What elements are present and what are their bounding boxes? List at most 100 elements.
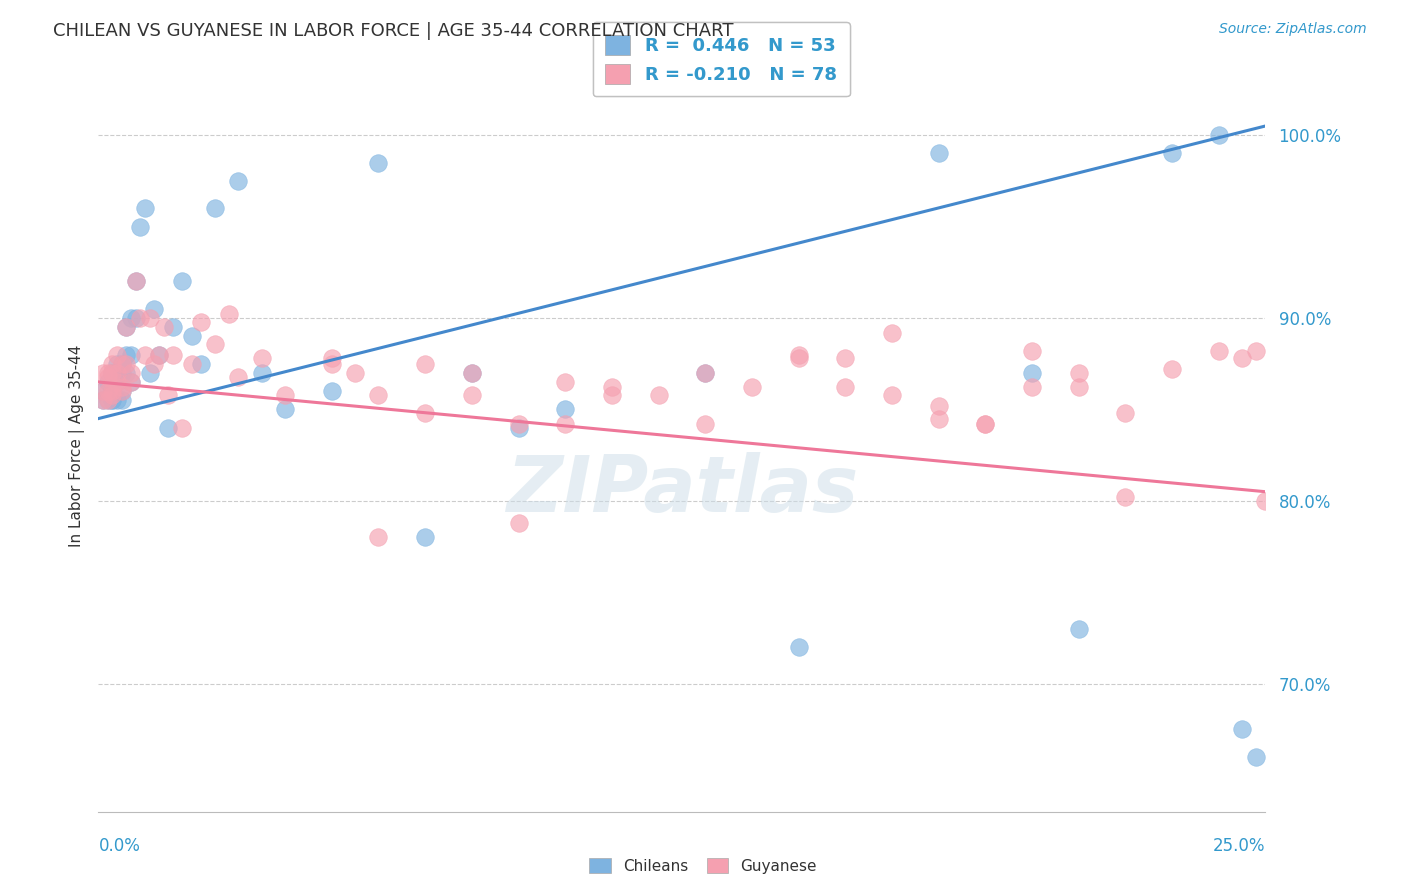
Point (554, 417, 576, 431)
Point (218, 307, 240, 321)
Point (250, 351, 273, 366)
Point (600, 380, 623, 394)
Point (1161, 362, 1184, 376)
Point (111, 384, 134, 399)
Point (600, 388, 623, 402)
Point (115, 347, 138, 362)
Point (97, 369, 120, 384)
Point (180, 357, 202, 371)
Point (111, 357, 134, 371)
Point (1244, 749, 1267, 764)
Point (190, 315, 212, 329)
Point (1254, 493, 1277, 508)
Point (367, 155, 389, 169)
Point (1067, 366, 1090, 380)
Point (105, 366, 128, 380)
Point (105, 375, 128, 389)
Point (101, 384, 124, 399)
Point (204, 201, 226, 215)
Point (91, 393, 114, 408)
Point (880, 388, 903, 402)
Point (508, 420, 530, 434)
Point (1114, 490, 1136, 504)
Point (148, 347, 170, 362)
Point (125, 274, 148, 288)
Point (105, 366, 128, 380)
Point (120, 310, 142, 325)
Point (120, 375, 142, 389)
Point (1161, 146, 1184, 161)
Point (928, 411, 950, 425)
Legend: R =  0.446   N = 53, R = -0.210   N = 78: R = 0.446 N = 53, R = -0.210 N = 78 (592, 22, 849, 96)
Point (105, 357, 128, 371)
Point (162, 347, 184, 362)
Point (97, 393, 120, 408)
Point (101, 357, 124, 371)
Point (554, 375, 576, 389)
Point (787, 640, 810, 655)
Point (228, 174, 250, 188)
Point (204, 336, 226, 351)
Point (413, 357, 436, 371)
Point (321, 384, 343, 399)
Point (129, 219, 152, 234)
Point (461, 388, 484, 402)
Point (321, 351, 343, 366)
Point (695, 417, 717, 431)
Point (134, 347, 156, 362)
Point (120, 375, 142, 389)
Point (111, 384, 134, 399)
Point (101, 366, 124, 380)
Point (554, 402, 576, 417)
Point (115, 320, 138, 334)
Point (152, 320, 174, 334)
Point (134, 201, 156, 215)
Point (97, 366, 120, 380)
Point (91, 393, 114, 408)
Point (115, 320, 138, 334)
Point (1021, 343, 1043, 358)
Point (741, 380, 763, 394)
Point (120, 347, 142, 362)
Point (367, 388, 389, 402)
Point (111, 380, 134, 394)
Point (101, 393, 124, 408)
Point (695, 366, 717, 380)
Point (413, 406, 436, 420)
Point (143, 301, 166, 316)
Point (1230, 351, 1253, 366)
Point (508, 417, 530, 431)
Point (1067, 380, 1090, 394)
Text: 25.0%: 25.0% (1213, 837, 1265, 855)
Point (111, 393, 134, 408)
Point (1208, 343, 1230, 358)
Point (787, 351, 810, 366)
Point (172, 274, 194, 288)
Point (157, 388, 180, 402)
Point (101, 384, 124, 399)
Point (139, 366, 162, 380)
Point (111, 366, 134, 380)
Point (105, 375, 128, 389)
Point (101, 388, 124, 402)
Point (928, 399, 950, 413)
Point (1114, 406, 1136, 420)
Point (111, 357, 134, 371)
Point (1230, 723, 1253, 737)
Point (101, 366, 124, 380)
Point (461, 366, 484, 380)
Y-axis label: In Labor Force | Age 35-44: In Labor Force | Age 35-44 (69, 345, 84, 547)
Point (647, 388, 669, 402)
Point (105, 347, 128, 362)
Point (172, 420, 194, 434)
Point (413, 530, 436, 544)
Point (129, 310, 152, 325)
Point (344, 366, 367, 380)
Point (274, 402, 297, 417)
Point (101, 393, 124, 408)
Point (1021, 366, 1043, 380)
Point (97, 393, 120, 408)
Point (250, 366, 273, 380)
Point (367, 530, 389, 544)
Text: Source: ZipAtlas.com: Source: ZipAtlas.com (1219, 22, 1367, 37)
